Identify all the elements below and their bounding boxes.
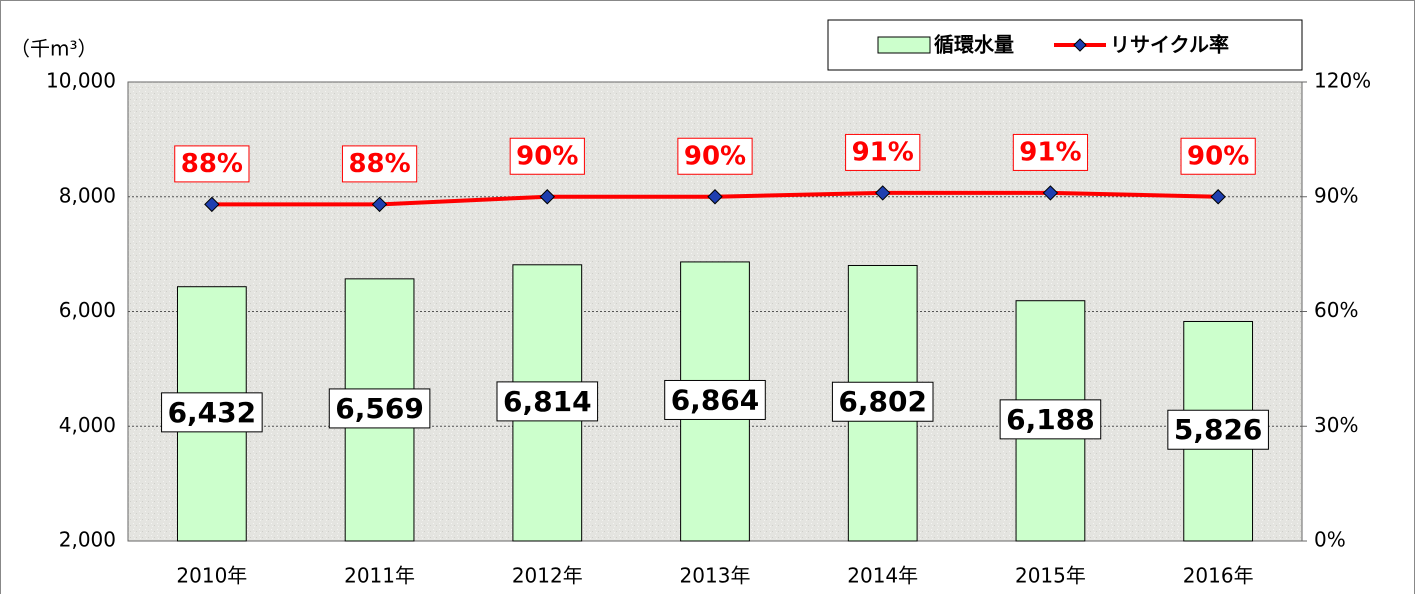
data-label: 6,188 bbox=[1006, 403, 1095, 436]
line-marker bbox=[1210, 189, 1226, 205]
x-tick-label: 2015年 bbox=[1015, 564, 1086, 588]
data-label-box bbox=[509, 137, 585, 175]
x-tick-label: 2014年 bbox=[847, 564, 918, 588]
y-tick-label: 6,000 bbox=[59, 298, 116, 322]
line-marker bbox=[1042, 185, 1059, 201]
data-label-box bbox=[845, 133, 921, 171]
line-marker bbox=[875, 185, 891, 201]
y2-tick-label: 90% bbox=[1314, 183, 1358, 207]
x-tick-label: 2016年 bbox=[1183, 564, 1254, 588]
data-label-box bbox=[999, 399, 1102, 440]
legend-swatch bbox=[1073, 38, 1087, 52]
data-label-box bbox=[664, 379, 766, 420]
data-label-box bbox=[831, 381, 934, 422]
y2-tick-label: 0% bbox=[1314, 528, 1346, 552]
data-label: 90% bbox=[1187, 141, 1249, 171]
data-label: 91% bbox=[1019, 137, 1081, 167]
y-tick-label: 4,000 bbox=[59, 413, 116, 437]
data-label-box bbox=[1012, 133, 1089, 171]
data-label: 88% bbox=[181, 149, 243, 179]
x-tick-label: 2010年 bbox=[176, 564, 247, 588]
legend-label: リサイクル率 bbox=[1110, 33, 1229, 57]
data-label: 6,814 bbox=[503, 385, 592, 418]
data-label: 6,864 bbox=[671, 383, 760, 416]
data-label: 90% bbox=[684, 141, 746, 171]
line-marker bbox=[707, 189, 723, 205]
legend-swatch bbox=[877, 36, 931, 54]
data-label: 90% bbox=[516, 141, 578, 171]
line-marker bbox=[371, 196, 388, 213]
data-label-box bbox=[341, 145, 418, 183]
y2-tick-label: 30% bbox=[1314, 413, 1358, 437]
line-marker bbox=[539, 189, 555, 205]
y2-tick-label: 60% bbox=[1314, 298, 1358, 322]
data-label: 5,826 bbox=[1174, 413, 1263, 446]
legend-label: 循環水量 bbox=[934, 33, 1014, 57]
data-label: 91% bbox=[852, 137, 914, 167]
x-tick-label: 2013年 bbox=[680, 564, 751, 588]
line-marker bbox=[204, 196, 220, 213]
x-tick-label: 2012年 bbox=[512, 564, 583, 588]
data-label-box bbox=[174, 145, 250, 183]
y2-tick-label: 120% bbox=[1314, 69, 1371, 93]
y-tick-label: 10,000 bbox=[46, 69, 116, 93]
data-label-box bbox=[496, 381, 599, 422]
data-label: 6,569 bbox=[335, 392, 424, 425]
data-label: 88% bbox=[348, 149, 410, 179]
y-tick-label: 8,000 bbox=[59, 183, 116, 207]
data-label-box bbox=[161, 392, 263, 433]
data-label-box bbox=[1167, 409, 1269, 450]
data-label-box bbox=[1180, 137, 1256, 175]
x-tick-label: 2011年 bbox=[344, 564, 415, 588]
data-label: 6,802 bbox=[838, 385, 927, 418]
data-label-box bbox=[328, 388, 431, 429]
data-label: 6,432 bbox=[168, 396, 257, 429]
data-label-box bbox=[677, 137, 753, 175]
y-tick-label: 2,000 bbox=[59, 528, 116, 552]
y-axis-label: （千m³） bbox=[10, 37, 98, 61]
